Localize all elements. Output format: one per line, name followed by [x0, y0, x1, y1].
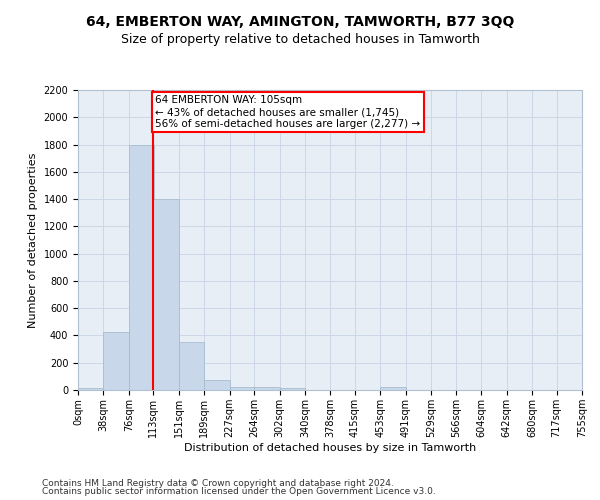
Bar	[78, 388, 103, 390]
Bar	[254, 388, 280, 390]
Text: Contains HM Land Registry data © Crown copyright and database right 2024.: Contains HM Land Registry data © Crown c…	[42, 478, 394, 488]
Bar	[129, 144, 154, 390]
Bar	[280, 388, 305, 390]
Text: 64 EMBERTON WAY: 105sqm
← 43% of detached houses are smaller (1,745)
56% of semi: 64 EMBERTON WAY: 105sqm ← 43% of detache…	[155, 96, 421, 128]
Bar	[154, 199, 179, 390]
Bar	[230, 386, 255, 390]
Y-axis label: Number of detached properties: Number of detached properties	[28, 152, 38, 328]
Bar	[179, 342, 204, 390]
Text: 64, EMBERTON WAY, AMINGTON, TAMWORTH, B77 3QQ: 64, EMBERTON WAY, AMINGTON, TAMWORTH, B7…	[86, 15, 514, 29]
Bar	[380, 388, 406, 390]
Text: Size of property relative to detached houses in Tamworth: Size of property relative to detached ho…	[121, 32, 479, 46]
Bar	[103, 332, 129, 390]
X-axis label: Distribution of detached houses by size in Tamworth: Distribution of detached houses by size …	[184, 442, 476, 452]
Bar	[204, 380, 230, 390]
Text: Contains public sector information licensed under the Open Government Licence v3: Contains public sector information licen…	[42, 487, 436, 496]
